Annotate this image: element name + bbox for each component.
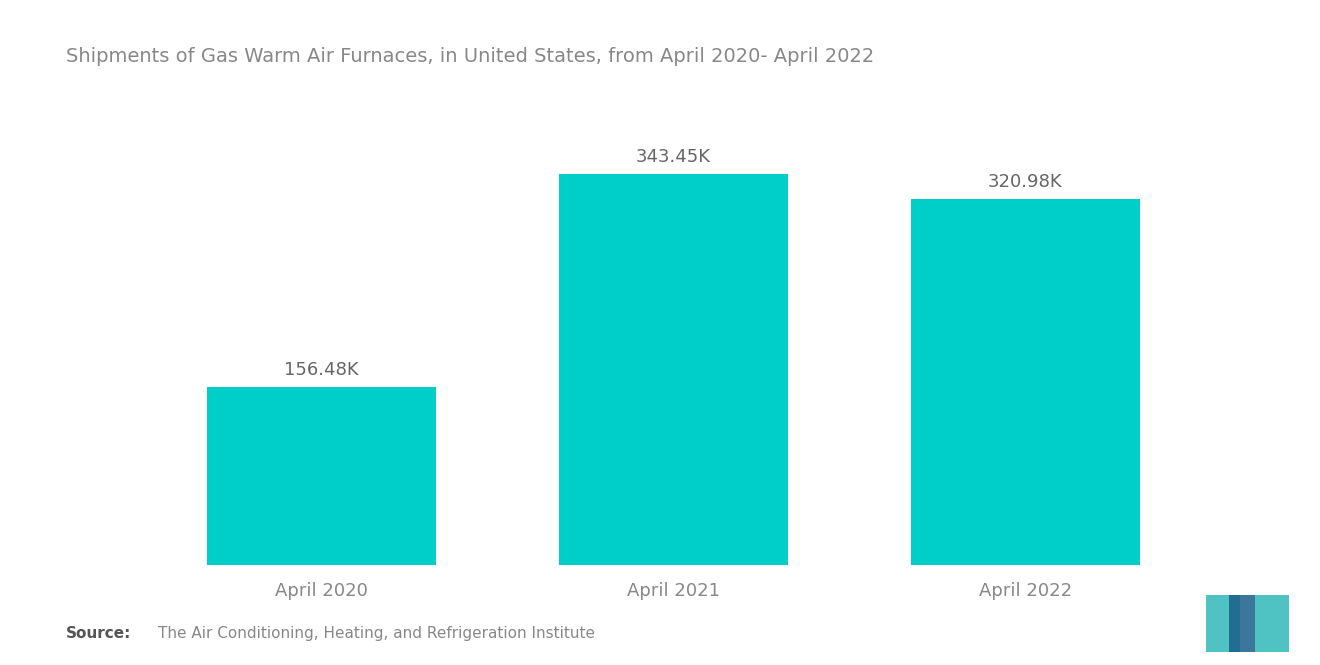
Bar (911, 200, 1139, 565)
Polygon shape (1255, 595, 1288, 652)
Text: 156.48K: 156.48K (284, 361, 359, 379)
Text: 343.45K: 343.45K (636, 148, 710, 166)
Bar (558, 174, 788, 565)
Polygon shape (1206, 595, 1239, 652)
Text: Shipments of Gas Warm Air Furnaces, in United States, from April 2020- April 202: Shipments of Gas Warm Air Furnaces, in U… (66, 47, 874, 66)
Bar (207, 387, 436, 565)
Text: 320.98K: 320.98K (987, 174, 1063, 192)
Polygon shape (1229, 595, 1266, 652)
Text: The Air Conditioning, Heating, and Refrigeration Institute: The Air Conditioning, Heating, and Refri… (158, 626, 595, 642)
Text: Source:: Source: (66, 626, 132, 642)
